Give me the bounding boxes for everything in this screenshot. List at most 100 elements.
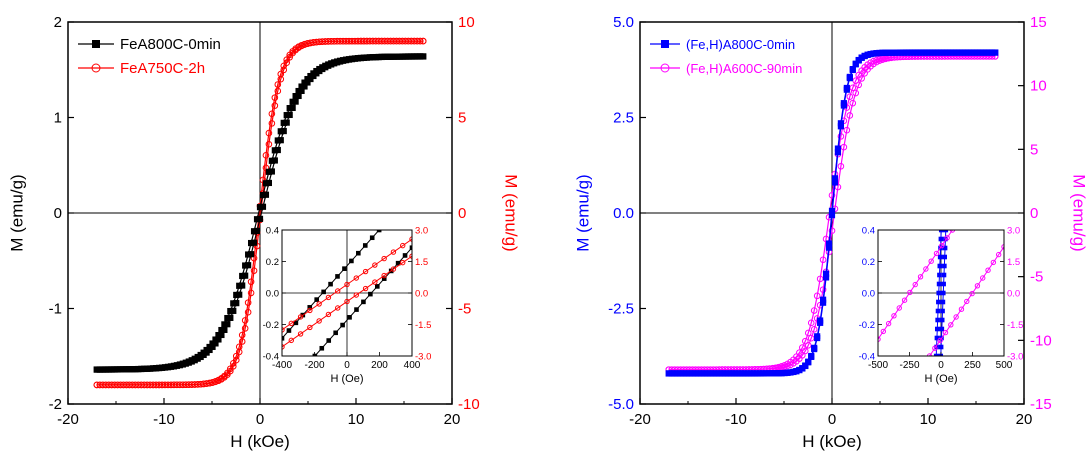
y2-tick-label: 15 xyxy=(1030,14,1047,31)
inset-y-tick-label: 0.0 xyxy=(862,289,875,300)
y2-tick-label: -5 xyxy=(1030,269,1043,286)
inset-y2-tick-label: -1.5 xyxy=(415,320,431,331)
inset-y-tick-label: 0.2 xyxy=(862,257,875,268)
inset-x-tick-label: 0 xyxy=(344,360,350,371)
y-tick-label: 1 xyxy=(54,110,62,127)
inset-x-tick-label: 250 xyxy=(964,360,981,371)
inset-data-point xyxy=(936,318,940,322)
inset-x-tick-label: -250 xyxy=(899,360,919,371)
data-point xyxy=(666,371,671,376)
data-point xyxy=(240,273,245,278)
inset-data-point xyxy=(327,339,331,343)
inset-data-point xyxy=(350,259,354,263)
y2-tick-label: 10 xyxy=(458,14,475,31)
inset-data-point xyxy=(376,285,380,289)
data-point xyxy=(296,88,301,93)
inset-data-point xyxy=(938,255,942,259)
data-point xyxy=(823,271,828,276)
legend: FeA800C-0min FeA750C-2h xyxy=(78,36,221,77)
inset-data-point xyxy=(937,291,941,295)
y-tick-label: -2 xyxy=(49,396,62,413)
inset-data-point xyxy=(941,291,945,295)
inset-x-axis-label: H (Oe) xyxy=(925,373,958,385)
inset-data-point xyxy=(937,282,941,286)
inset-y2-tick-label: 1.5 xyxy=(1007,257,1020,268)
inset-data-point xyxy=(943,264,947,268)
inset-y-tick-label: -0.4 xyxy=(859,352,875,363)
data-point xyxy=(835,146,840,151)
data-point xyxy=(234,292,239,297)
inset-y-tick-label: -0.2 xyxy=(859,320,875,331)
data-point xyxy=(219,327,224,332)
inset-data-point xyxy=(941,309,945,313)
data-point xyxy=(94,367,99,372)
chart-1: -20 -10 0 10 20-2-1012-10-50510H (kOe)M (emu… xyxy=(7,14,520,451)
inset-y2-tick-label: -1.5 xyxy=(1007,320,1023,331)
data-point xyxy=(844,85,849,90)
y2-tick-label: 0 xyxy=(1030,205,1038,222)
y2-tick-label: 10 xyxy=(1030,78,1047,95)
x-tick-label: -20 xyxy=(57,411,79,428)
inset: -500 -250 0 250 500-0.4-0.20.00.20.4-3.0-1.5… xyxy=(859,226,1024,386)
inset-y2-tick-label: 0.0 xyxy=(1007,289,1020,300)
x-tick-label: -10 xyxy=(725,411,747,428)
y-tick-label: 2.5 xyxy=(613,110,634,127)
data-point xyxy=(254,217,259,222)
legend-label: FeA750C-2h xyxy=(120,60,205,77)
data-point xyxy=(826,241,831,246)
data-point xyxy=(290,99,295,104)
y-tick-label: 2 xyxy=(54,14,62,31)
y2-tick-label: -5 xyxy=(458,301,471,318)
inset-y2-tick-label: -3.0 xyxy=(415,352,431,363)
data-point xyxy=(231,301,236,306)
y-tick-label: 0.0 xyxy=(613,205,634,222)
inset-y2-tick-label: 3.0 xyxy=(1007,226,1020,237)
y-tick-label: -2.5 xyxy=(608,301,634,318)
y-tick-label: -1 xyxy=(49,301,62,318)
inset-data-point xyxy=(943,255,947,259)
y-tick-label: 5.0 xyxy=(613,14,634,31)
inset-y2-tick-label: -3.0 xyxy=(1007,352,1023,363)
inset-data-point xyxy=(355,308,359,312)
data-point xyxy=(281,120,286,125)
inset-data-point xyxy=(336,275,340,279)
x-tick-label: 10 xyxy=(920,411,937,428)
inset-y-tick-label: -0.4 xyxy=(263,352,279,363)
inset-data-point xyxy=(938,273,942,277)
data-point xyxy=(812,345,817,350)
y-axis-label: M (emu/g) xyxy=(7,174,26,251)
x-axis-label: H (kOe) xyxy=(802,432,862,451)
y2-axis-label: M (emu/g) xyxy=(502,174,521,251)
inset-y2-tick-label: 3.0 xyxy=(415,226,428,237)
data-point xyxy=(847,74,852,79)
inset-data-point xyxy=(322,290,326,294)
data-point xyxy=(266,169,271,174)
legend-label: FeA800C-0min xyxy=(120,36,221,53)
data-point xyxy=(263,181,268,186)
data-point xyxy=(251,229,256,234)
data-point xyxy=(284,113,289,118)
x-axis-label: H (kOe) xyxy=(230,432,290,451)
inset-data-point xyxy=(357,251,361,255)
data-point xyxy=(850,67,855,72)
inset-data-point xyxy=(939,345,943,349)
x-tick-label: 0 xyxy=(828,411,836,428)
data-point xyxy=(246,252,251,257)
inset-data-point xyxy=(942,282,946,286)
inset-data-point xyxy=(939,237,943,241)
inset-data-point xyxy=(362,300,366,304)
legend-marker xyxy=(662,41,669,48)
data-point xyxy=(809,353,814,358)
data-point xyxy=(820,297,825,302)
inset-y-tick-label: 0.0 xyxy=(266,289,279,300)
inset-data-point xyxy=(938,264,942,268)
data-point xyxy=(248,240,253,245)
data-point xyxy=(818,318,823,323)
inset-data-point xyxy=(363,244,367,248)
data-point xyxy=(838,121,843,126)
data-point xyxy=(287,106,292,111)
y2-tick-label: -10 xyxy=(1030,332,1052,349)
chart-2: -20 -10 0 10 20-5.0-2.50.02.55.0-15-10-50510… xyxy=(573,14,1088,451)
x-tick-label: -20 xyxy=(629,411,651,428)
y2-tick-label: -10 xyxy=(458,396,480,413)
